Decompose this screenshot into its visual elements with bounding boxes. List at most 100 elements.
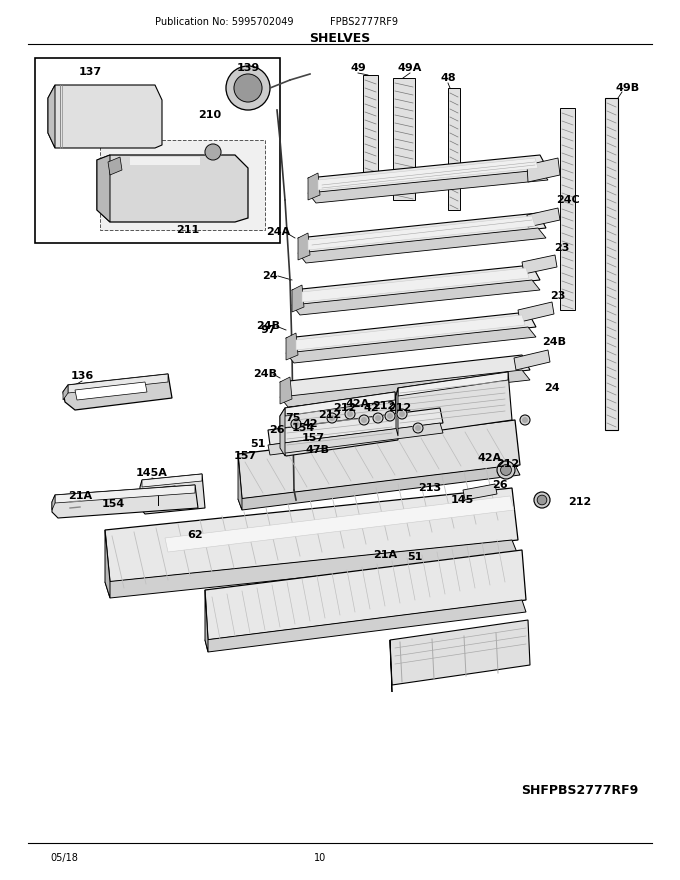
Text: 24A: 24A bbox=[266, 227, 290, 237]
Polygon shape bbox=[560, 108, 575, 310]
Text: 145: 145 bbox=[450, 495, 474, 505]
Text: 157: 157 bbox=[233, 451, 256, 461]
Text: 51: 51 bbox=[250, 439, 266, 449]
Text: 212: 212 bbox=[373, 401, 396, 411]
Text: 51: 51 bbox=[407, 552, 423, 562]
Polygon shape bbox=[105, 530, 110, 598]
Polygon shape bbox=[296, 315, 525, 350]
Polygon shape bbox=[518, 302, 554, 322]
Polygon shape bbox=[308, 170, 548, 203]
Polygon shape bbox=[280, 355, 530, 397]
Polygon shape bbox=[308, 155, 548, 193]
Circle shape bbox=[537, 495, 547, 505]
Polygon shape bbox=[68, 374, 168, 393]
Polygon shape bbox=[130, 157, 200, 165]
Polygon shape bbox=[108, 157, 122, 175]
Polygon shape bbox=[527, 208, 560, 227]
Text: 42A: 42A bbox=[346, 399, 370, 409]
Circle shape bbox=[415, 426, 420, 430]
Circle shape bbox=[497, 461, 515, 479]
Polygon shape bbox=[298, 228, 546, 263]
Text: 212: 212 bbox=[388, 403, 411, 413]
Text: 21A: 21A bbox=[373, 550, 397, 560]
Text: 97: 97 bbox=[260, 325, 276, 335]
Polygon shape bbox=[97, 155, 110, 222]
Polygon shape bbox=[522, 255, 557, 274]
Polygon shape bbox=[97, 155, 248, 222]
Text: 26: 26 bbox=[492, 480, 508, 490]
Polygon shape bbox=[292, 280, 540, 315]
Polygon shape bbox=[396, 388, 398, 436]
Polygon shape bbox=[390, 620, 530, 685]
Polygon shape bbox=[390, 640, 392, 692]
Polygon shape bbox=[398, 372, 508, 396]
Circle shape bbox=[520, 415, 530, 425]
Circle shape bbox=[345, 409, 355, 419]
Text: 136: 136 bbox=[70, 371, 94, 381]
Text: 26: 26 bbox=[269, 425, 285, 435]
Polygon shape bbox=[205, 600, 526, 652]
Circle shape bbox=[359, 415, 369, 425]
Polygon shape bbox=[393, 78, 415, 200]
Circle shape bbox=[327, 413, 337, 423]
Text: 24: 24 bbox=[262, 271, 278, 281]
Circle shape bbox=[347, 412, 352, 416]
Text: 42: 42 bbox=[363, 403, 379, 413]
Circle shape bbox=[362, 418, 367, 422]
Polygon shape bbox=[396, 372, 512, 436]
Text: 154: 154 bbox=[101, 499, 124, 509]
Text: 154: 154 bbox=[291, 423, 315, 433]
Polygon shape bbox=[142, 474, 202, 487]
Polygon shape bbox=[605, 98, 618, 430]
Text: 24B: 24B bbox=[256, 321, 280, 331]
Circle shape bbox=[400, 412, 404, 416]
Text: 47B: 47B bbox=[306, 445, 330, 455]
Polygon shape bbox=[298, 213, 546, 253]
Polygon shape bbox=[318, 158, 538, 190]
Circle shape bbox=[500, 465, 511, 475]
Circle shape bbox=[385, 411, 395, 421]
Polygon shape bbox=[292, 265, 540, 305]
Polygon shape bbox=[286, 312, 536, 353]
Polygon shape bbox=[48, 85, 162, 148]
Text: 210: 210 bbox=[199, 110, 222, 120]
Text: 212: 212 bbox=[318, 410, 341, 420]
Text: 24: 24 bbox=[544, 383, 560, 393]
Polygon shape bbox=[268, 408, 443, 445]
Polygon shape bbox=[308, 173, 320, 200]
Text: 49A: 49A bbox=[398, 63, 422, 73]
Polygon shape bbox=[63, 385, 68, 400]
Circle shape bbox=[523, 418, 527, 422]
Text: 21A: 21A bbox=[68, 491, 92, 501]
Circle shape bbox=[534, 492, 550, 508]
Polygon shape bbox=[463, 484, 497, 500]
Text: 75: 75 bbox=[286, 413, 301, 423]
Circle shape bbox=[226, 66, 270, 110]
Text: 05/18: 05/18 bbox=[50, 853, 78, 863]
Polygon shape bbox=[205, 590, 208, 652]
Polygon shape bbox=[63, 374, 172, 410]
Polygon shape bbox=[292, 285, 304, 312]
Polygon shape bbox=[308, 216, 535, 250]
Polygon shape bbox=[280, 408, 285, 456]
Polygon shape bbox=[52, 495, 55, 510]
Text: 62: 62 bbox=[187, 530, 203, 540]
Polygon shape bbox=[280, 377, 292, 404]
Circle shape bbox=[294, 422, 299, 426]
Text: 24C: 24C bbox=[556, 195, 580, 205]
Circle shape bbox=[376, 415, 380, 421]
Circle shape bbox=[388, 414, 392, 418]
Circle shape bbox=[234, 74, 262, 102]
Polygon shape bbox=[105, 488, 518, 582]
Circle shape bbox=[291, 419, 301, 429]
Polygon shape bbox=[302, 268, 529, 302]
Text: 42A: 42A bbox=[478, 453, 502, 463]
Text: 49B: 49B bbox=[616, 83, 640, 93]
Polygon shape bbox=[140, 474, 205, 514]
Polygon shape bbox=[105, 540, 518, 598]
Polygon shape bbox=[52, 485, 198, 518]
Polygon shape bbox=[286, 327, 536, 363]
Circle shape bbox=[205, 144, 221, 160]
Bar bbox=[35, 58, 280, 243]
Text: 48: 48 bbox=[440, 73, 456, 83]
